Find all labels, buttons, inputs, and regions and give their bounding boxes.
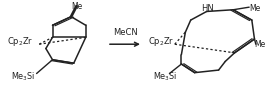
Text: Me$_3$Si: Me$_3$Si xyxy=(154,71,178,83)
Text: Cp$_2$Zr: Cp$_2$Zr xyxy=(7,35,34,48)
Text: Me: Me xyxy=(254,40,266,49)
Text: MeCN: MeCN xyxy=(113,28,137,37)
Text: Me$_3$Si: Me$_3$Si xyxy=(11,71,36,83)
Text: HN: HN xyxy=(201,4,214,13)
Text: Cp$_2$Zr: Cp$_2$Zr xyxy=(148,35,175,48)
Text: Me: Me xyxy=(249,4,260,12)
Text: Me: Me xyxy=(71,2,82,11)
